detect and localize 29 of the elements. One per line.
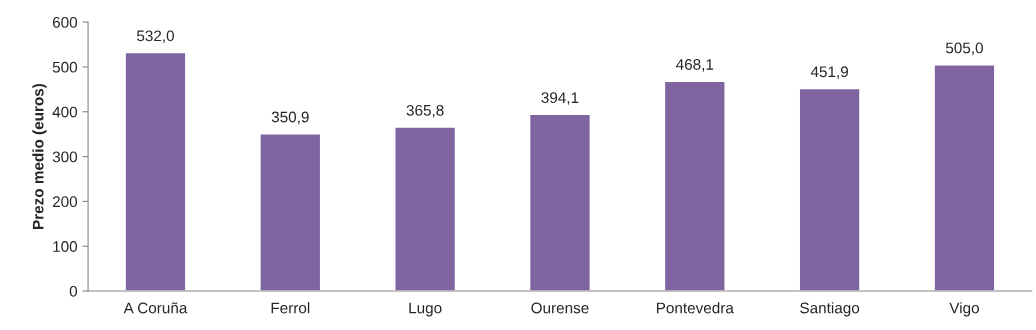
y-tick-label: 0 [69,285,78,297]
bar [394,126,457,292]
data-label: 394,1 [541,92,579,105]
data-label: 505,0 [945,42,983,56]
x-tick-label: Ourense [531,302,589,314]
bar [259,133,322,292]
data-label: 532,0 [136,30,174,44]
y-tick-label: 300 [52,151,78,163]
y-tick-label: 400 [52,106,78,118]
x-tick-label: A Coruña [123,302,188,314]
y-tick-label: 200 [52,196,78,208]
x-tick-label: Santiago [800,302,860,317]
y-axis-title: Prezo medio (euros) [32,83,47,229]
bar [124,51,187,292]
x-tick-label: Ferrol [271,302,310,314]
y-tick-label: 100 [53,241,78,252]
bar [663,80,726,292]
bar [528,113,591,292]
x-tick-label: Vigo [949,302,979,317]
x-tick-label: Pontevedra [656,302,734,314]
bar [933,63,996,292]
data-label: 365,8 [406,104,444,118]
bar [798,87,861,292]
data-label: 468,1 [676,59,714,72]
x-tick-label: Lugo [409,302,442,317]
data-label: 350,9 [271,111,309,125]
data-label: 451,9 [810,66,849,79]
y-tick-label: 500 [52,61,78,73]
y-tick-label: 600 [52,16,78,28]
